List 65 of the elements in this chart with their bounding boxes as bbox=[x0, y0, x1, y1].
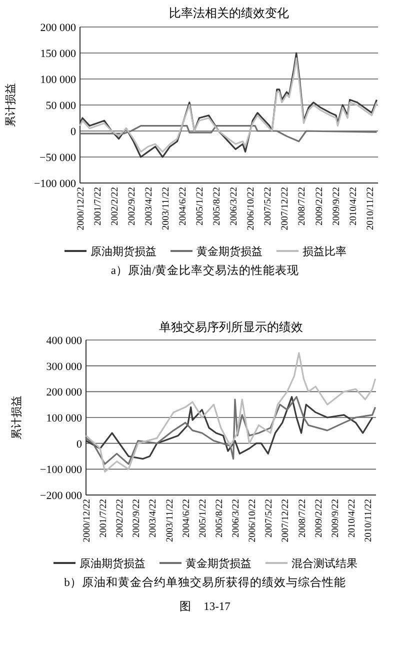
x-tick-label: 2002/9/22 bbox=[132, 498, 142, 538]
y-tick-label: 100 000 bbox=[46, 412, 82, 424]
legend-label: 混合测试结果 bbox=[292, 557, 358, 570]
x-tick-label: 2006/10/22 bbox=[246, 186, 257, 230]
legend-label: 原油期货损益 bbox=[90, 245, 156, 258]
text: b）原油和黄金合约单独交易所获得的绩效与综合性能 bbox=[64, 575, 346, 589]
legend-label: 原油期货损益 bbox=[80, 557, 146, 570]
x-tick-label: 2005/1/22 bbox=[196, 186, 206, 226]
x-tick-label: 2003/4/22 bbox=[148, 498, 159, 538]
caption: 图 13-17 bbox=[180, 600, 231, 613]
x-tick-label: 2007/5/22 bbox=[264, 186, 274, 226]
x-tick-label: 2000/12/22 bbox=[76, 186, 86, 230]
legend-label: 黄金期货损益 bbox=[196, 245, 262, 258]
y-axis-title: 累计损益 bbox=[10, 396, 23, 440]
x-tick-label: 2005/8/22 bbox=[214, 498, 225, 538]
y-tick-label: −200 000 bbox=[40, 490, 82, 502]
y-tick-label: −100 000 bbox=[34, 178, 76, 190]
x-tick-label: 2009/9/22 bbox=[332, 186, 342, 226]
x-tick-label: 2006/10/22 bbox=[248, 498, 258, 542]
x-tick-label: 2004/6/22 bbox=[178, 186, 189, 226]
x-tick-label: 2009/9/22 bbox=[330, 498, 341, 538]
x-tick-label: 2010/11/22 bbox=[366, 186, 376, 230]
x-tick-label: 2010/4/22 bbox=[347, 498, 358, 538]
y-tick-label: 300 000 bbox=[46, 360, 82, 373]
x-tick-label: 2003/4/22 bbox=[144, 186, 154, 226]
y-tick-label: 100 000 bbox=[40, 74, 76, 86]
y-tick-label: 50 000 bbox=[46, 100, 76, 112]
chart-title: 比率法相关的绩效变化 bbox=[169, 6, 289, 20]
x-tick-label: 2007/5/22 bbox=[264, 498, 275, 538]
x-tick-label: 2010/11/22 bbox=[364, 498, 374, 542]
x-tick-label: 2009/2/22 bbox=[314, 498, 324, 538]
x-tick-label: 2003/11/22 bbox=[162, 186, 172, 230]
y-tick-label: −100 000 bbox=[40, 464, 82, 476]
x-tick-label: 2001/7/22 bbox=[98, 498, 109, 538]
x-tick-label: 2005/1/22 bbox=[198, 498, 208, 538]
legend-label: 损益比率 bbox=[302, 245, 346, 258]
x-tick-label: 2009/2/22 bbox=[314, 186, 325, 226]
line-series bbox=[79, 125, 378, 142]
x-tick-label: 2002/2/22 bbox=[110, 186, 121, 226]
x-tick-label: 2007/12/22 bbox=[281, 498, 292, 542]
chart-title: 单独交易序列所显示的绩效 bbox=[159, 320, 303, 334]
y-tick-label: 200 000 bbox=[40, 22, 76, 34]
x-tick-label: 2008/7/22 bbox=[298, 186, 308, 226]
y-tick-label: 200 000 bbox=[46, 386, 82, 399]
legend-label: 黄金期货损益 bbox=[186, 557, 252, 570]
y-tick-label: 0 bbox=[70, 126, 76, 138]
x-tick-label: 2004/6/22 bbox=[182, 498, 192, 538]
x-tick-label: 2005/8/22 bbox=[212, 186, 223, 226]
x-tick-label: 2006/3/22 bbox=[230, 186, 240, 226]
y-axis-title: 累计损益 bbox=[4, 83, 17, 127]
x-tick-label: 2006/3/22 bbox=[231, 498, 242, 538]
text: a）原油/黄金比率交易法的性能表现 bbox=[110, 263, 300, 277]
line-series bbox=[85, 352, 376, 473]
x-tick-label: 2002/9/22 bbox=[128, 186, 138, 226]
y-tick-label: −50 000 bbox=[40, 152, 76, 164]
y-tick-label: 400 000 bbox=[46, 335, 82, 347]
x-tick-label: 2002/2/22 bbox=[116, 498, 126, 538]
x-tick-label: 2010/4/22 bbox=[348, 186, 359, 226]
x-tick-label: 2007/12/22 bbox=[280, 186, 291, 230]
x-tick-label: 2003/11/22 bbox=[165, 498, 176, 542]
x-tick-label: 2008/7/22 bbox=[298, 498, 308, 538]
x-tick-label: 2000/12/22 bbox=[82, 498, 92, 542]
x-tick-label: 2001/7/22 bbox=[93, 186, 104, 226]
y-tick-label: 150 000 bbox=[40, 48, 76, 60]
y-tick-label: 0 bbox=[76, 438, 82, 450]
